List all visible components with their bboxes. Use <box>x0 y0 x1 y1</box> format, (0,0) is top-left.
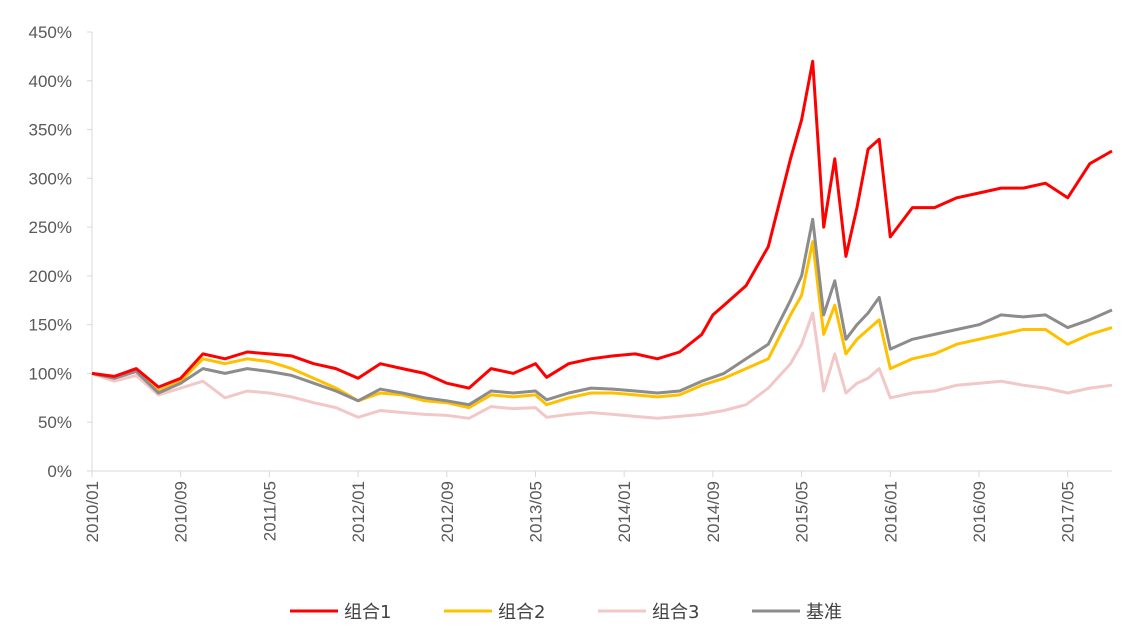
legend-label-3: 组合3 <box>652 602 699 623</box>
legend-label-4: 基准 <box>806 602 842 623</box>
y-axis: 0% 50% 100% 150% 200% 250% 300% 350% 400% 450% <box>29 23 93 481</box>
x-tick-label: 2016/09 <box>970 481 989 542</box>
y-tick-label: 50% <box>38 413 72 432</box>
legend: 组合1 组合2 组合3 基准 <box>290 602 842 623</box>
y-tick-label: 450% <box>29 23 72 42</box>
x-tick-label: 2015/05 <box>793 481 812 542</box>
series-line-4 <box>91 217 1113 407</box>
y-tick-label: 0% <box>47 462 72 481</box>
series-line-2 <box>91 240 1113 410</box>
x-tick-label: 2012/09 <box>438 481 457 542</box>
x-tick-label: 2010/01 <box>83 481 102 542</box>
x-tick-label: 2017/05 <box>1059 481 1078 542</box>
y-tick-label: 400% <box>29 72 72 91</box>
legend-label-2: 组合2 <box>498 602 545 623</box>
x-tick-label: 2014/01 <box>615 481 634 542</box>
x-tick-label: 2012/01 <box>349 481 368 542</box>
y-tick-label: 200% <box>29 267 72 286</box>
legend-label-1: 组合1 <box>344 602 391 623</box>
y-tick-label: 150% <box>29 316 72 335</box>
series-line-3 <box>91 311 1113 420</box>
x-tick-label: 2010/09 <box>172 481 191 542</box>
x-tick-label: 2011/05 <box>260 481 279 541</box>
y-tick-label: 100% <box>29 364 72 383</box>
x-tick-label: 2013/05 <box>526 481 545 542</box>
x-axis: 2010/01 2010/09 2011/05 2012/01 2012/09 2013/… <box>83 470 1112 542</box>
x-tick-label: 2016/01 <box>881 481 900 542</box>
x-tick-label: 2014/09 <box>704 481 723 542</box>
y-tick-label: 250% <box>29 218 72 237</box>
series-line-1 <box>91 59 1113 390</box>
series-lines <box>91 59 1113 420</box>
y-tick-label: 350% <box>29 121 72 140</box>
y-tick-label: 300% <box>29 169 72 188</box>
